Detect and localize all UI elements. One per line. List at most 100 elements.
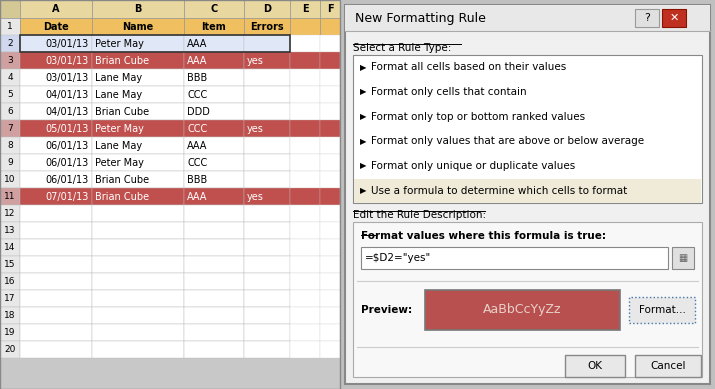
Bar xyxy=(92,256,184,273)
Bar xyxy=(184,239,244,256)
Text: 18: 18 xyxy=(4,311,16,320)
Text: OK: OK xyxy=(588,361,603,371)
Bar xyxy=(0,205,20,222)
Bar xyxy=(184,256,244,273)
Text: Lane May: Lane May xyxy=(95,89,142,100)
Bar xyxy=(320,120,340,137)
Bar xyxy=(20,0,92,18)
Text: =$D2="yes": =$D2="yes" xyxy=(365,253,431,263)
Bar xyxy=(92,52,184,69)
Bar xyxy=(20,154,92,171)
Bar xyxy=(320,35,340,52)
Bar xyxy=(290,154,320,171)
Bar xyxy=(92,0,184,18)
Bar xyxy=(290,18,320,35)
Text: CCC: CCC xyxy=(187,158,207,168)
Text: Use a formula to determine which cells to format: Use a formula to determine which cells t… xyxy=(371,186,627,196)
Bar xyxy=(320,188,340,205)
Bar xyxy=(0,69,20,86)
Bar xyxy=(0,0,340,389)
Bar xyxy=(320,52,340,69)
Text: 17: 17 xyxy=(4,294,16,303)
Bar xyxy=(20,222,92,239)
Bar xyxy=(629,297,695,323)
Bar xyxy=(20,69,92,86)
Bar xyxy=(0,290,20,307)
Text: Item: Item xyxy=(202,21,227,32)
Text: Brian Cube: Brian Cube xyxy=(95,175,149,184)
Bar xyxy=(345,5,710,31)
Bar xyxy=(20,324,92,341)
Bar xyxy=(0,171,20,188)
Bar xyxy=(290,69,320,86)
Text: 07/01/13: 07/01/13 xyxy=(46,191,89,202)
Text: 6: 6 xyxy=(7,107,13,116)
Text: 06/01/13: 06/01/13 xyxy=(46,158,89,168)
Bar xyxy=(320,18,340,35)
Bar xyxy=(290,103,320,120)
Text: 03/01/13: 03/01/13 xyxy=(46,39,89,49)
Bar xyxy=(20,120,92,137)
Text: Select a Rule Type:: Select a Rule Type: xyxy=(353,43,451,53)
Bar xyxy=(20,35,290,52)
Text: ▶: ▶ xyxy=(360,63,366,72)
Bar xyxy=(0,0,20,18)
Bar xyxy=(290,307,320,324)
Text: Peter May: Peter May xyxy=(95,123,144,133)
Text: D: D xyxy=(263,4,271,14)
Bar xyxy=(184,188,244,205)
Bar xyxy=(244,324,290,341)
Bar xyxy=(184,0,244,18)
Text: Brian Cube: Brian Cube xyxy=(95,56,149,65)
Text: AAA: AAA xyxy=(187,39,207,49)
Bar xyxy=(92,307,184,324)
Bar xyxy=(244,341,290,358)
Bar xyxy=(20,188,92,205)
Bar xyxy=(92,171,184,188)
Text: 10: 10 xyxy=(4,175,16,184)
Bar xyxy=(244,137,290,154)
Bar xyxy=(184,307,244,324)
Text: ▶: ▶ xyxy=(360,161,366,170)
Text: CCC: CCC xyxy=(187,123,207,133)
Bar xyxy=(244,239,290,256)
Bar xyxy=(92,324,184,341)
Bar xyxy=(0,273,20,290)
Bar xyxy=(20,205,92,222)
Bar xyxy=(0,222,20,239)
Text: ▶: ▶ xyxy=(360,88,366,96)
Bar xyxy=(0,256,20,273)
Bar xyxy=(92,69,184,86)
Text: 04/01/13: 04/01/13 xyxy=(46,89,89,100)
Bar xyxy=(320,86,340,103)
Bar xyxy=(244,290,290,307)
Bar xyxy=(92,341,184,358)
Text: 06/01/13: 06/01/13 xyxy=(46,140,89,151)
Bar xyxy=(290,35,320,52)
Bar xyxy=(184,273,244,290)
Text: AAA: AAA xyxy=(187,56,207,65)
Text: E: E xyxy=(302,4,308,14)
Text: AAA: AAA xyxy=(187,191,207,202)
Bar xyxy=(92,188,184,205)
Bar xyxy=(184,171,244,188)
Bar xyxy=(184,103,244,120)
Bar xyxy=(290,324,320,341)
Bar xyxy=(184,18,244,35)
Bar xyxy=(244,86,290,103)
Bar xyxy=(290,273,320,290)
Text: 4: 4 xyxy=(7,73,13,82)
Bar xyxy=(320,239,340,256)
Bar xyxy=(244,0,290,18)
Text: AaBbCcYyZz: AaBbCcYyZz xyxy=(483,303,562,317)
Bar xyxy=(290,341,320,358)
Bar xyxy=(0,0,340,389)
Text: BBB: BBB xyxy=(187,72,207,82)
Bar xyxy=(92,120,184,137)
Bar xyxy=(244,273,290,290)
Bar xyxy=(353,55,702,203)
Bar xyxy=(184,154,244,171)
Bar xyxy=(92,290,184,307)
Text: Format values where this formula is true:: Format values where this formula is true… xyxy=(361,231,606,241)
Bar xyxy=(0,120,20,137)
